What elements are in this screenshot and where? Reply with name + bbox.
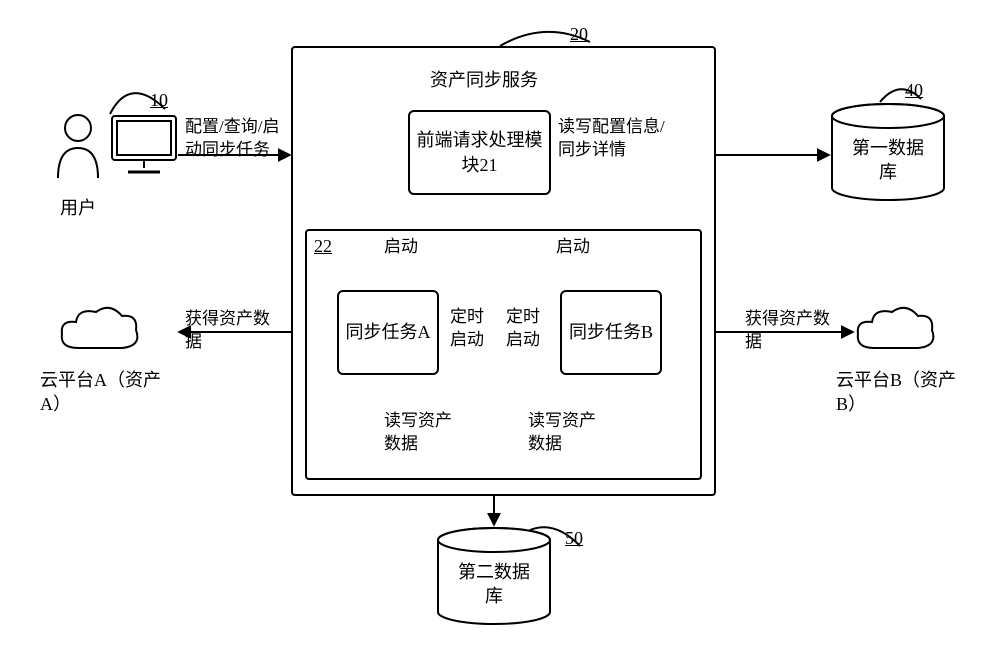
task-b-box: 同步任务B (560, 290, 662, 375)
user-icon (54, 112, 102, 182)
num-40: 40 (905, 80, 923, 101)
module21-text: 前端请求处理模块21 (410, 128, 549, 177)
task-b-text: 同步任务B (563, 320, 659, 344)
num-20: 20 (570, 24, 588, 45)
cloud-a-icon (56, 304, 142, 358)
db1-text: 第一数据库 (850, 136, 926, 185)
user-label: 用户 (60, 196, 96, 220)
num-22: 22 (314, 236, 332, 257)
cloud-b-label: 云平台B（资产B） (836, 368, 971, 417)
db2-text: 第二数据库 (456, 560, 532, 609)
edge-cloudA: 获得资产数据 (185, 308, 270, 354)
monitor-icon (110, 114, 178, 176)
task-a-box: 同步任务A (337, 290, 439, 375)
edge-m21-to-db1: 读写配置信息/同步详情 (558, 116, 668, 162)
edge-cloudB: 获得资产数据 (745, 308, 830, 354)
edge-rwA: 读写资产数据 (384, 410, 466, 456)
edge-rwB: 读写资产数据 (528, 410, 610, 456)
cloud-a-label: 云平台A（资产A） (40, 368, 175, 417)
edge-timerB: 定时启动 (506, 306, 550, 352)
edge-startA: 启动 (384, 236, 418, 259)
edge-user-to-20: 配置/查询/启动同步任务 (185, 116, 295, 162)
cloud-b-icon (852, 304, 938, 358)
edge-timerA: 定时启动 (450, 306, 494, 352)
num-10: 10 (150, 90, 168, 111)
outer-title: 资产同步服务 (430, 68, 538, 92)
module21-box: 前端请求处理模块21 (408, 110, 551, 195)
edge-startB: 启动 (556, 236, 590, 259)
num-50: 50 (565, 528, 583, 549)
task-a-text: 同步任务A (340, 320, 437, 344)
